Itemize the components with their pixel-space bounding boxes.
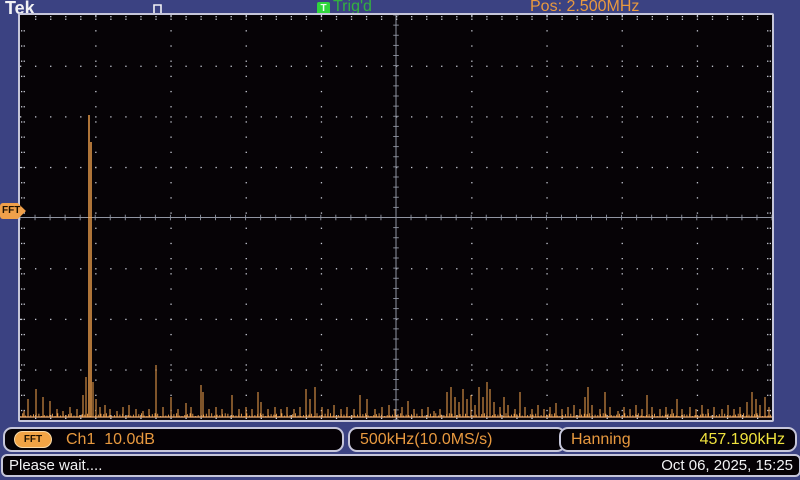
horizontal-position-readout: Pos: 2.500MHz bbox=[530, 0, 640, 15]
window-type-label: Hanning bbox=[571, 430, 631, 448]
fft-source-badge: FFT bbox=[14, 431, 52, 448]
status-bar: Please wait.... Oct 06, 2025, 15:25 bbox=[1, 454, 800, 477]
channel-readout-box: FFT Ch1 10.0dB bbox=[3, 427, 344, 452]
window-readout-box: Hanning 457.190kHz bbox=[559, 427, 797, 452]
bottom-strip bbox=[0, 477, 800, 480]
trigger-badge-icon: T bbox=[317, 2, 330, 15]
trigger-status-label: Trig'd bbox=[333, 0, 372, 15]
status-message: Please wait.... bbox=[9, 457, 103, 474]
frequency-readout: 457.190kHz bbox=[699, 430, 785, 448]
span-samplerate-label: 500kHz(10.0MS/s) bbox=[360, 430, 493, 448]
span-samplerate-readout-box: 500kHz(10.0MS/s) bbox=[348, 427, 566, 452]
fft-spectrum-plot bbox=[20, 15, 772, 420]
graticule-display bbox=[18, 13, 774, 422]
datetime-label: Oct 06, 2025, 15:25 bbox=[661, 457, 793, 474]
channel-scale-label: Ch1 10.0dB bbox=[66, 430, 155, 448]
fft-reference-marker: FFT bbox=[0, 203, 26, 219]
